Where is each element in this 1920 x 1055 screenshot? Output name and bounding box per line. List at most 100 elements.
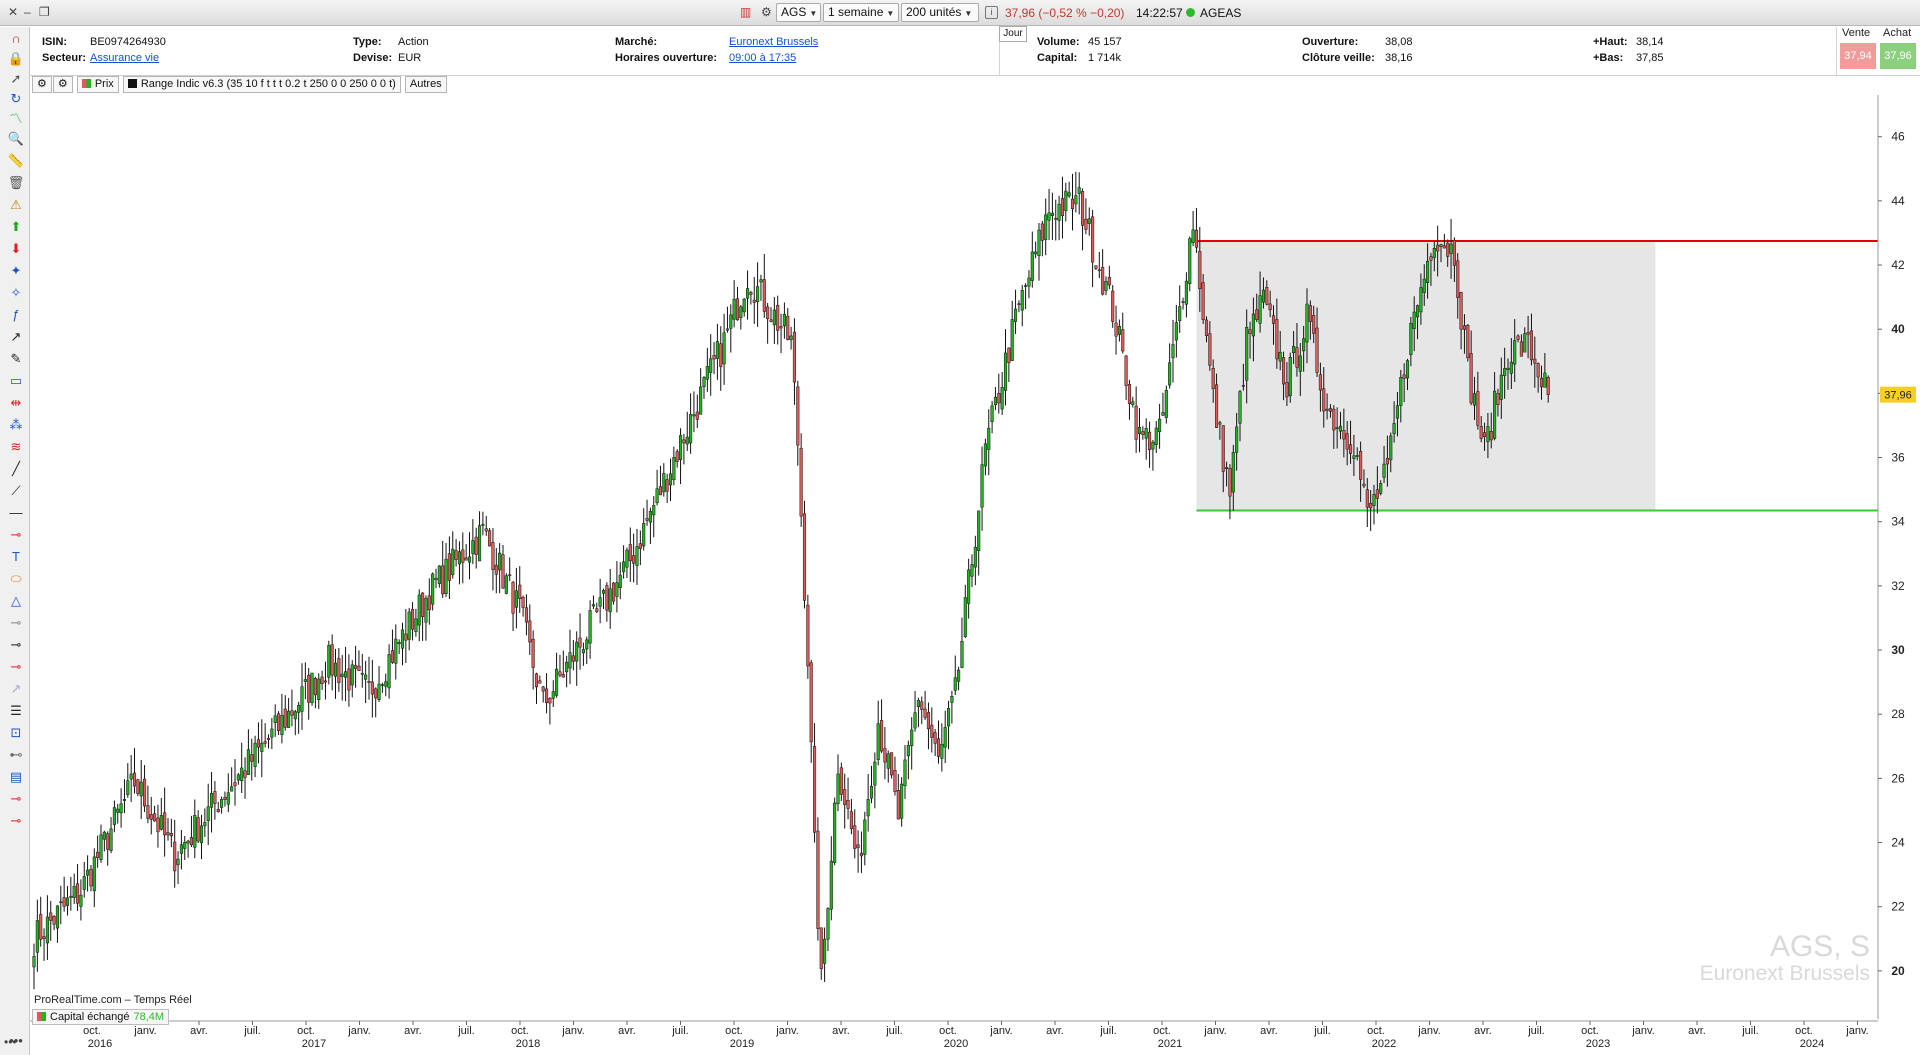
candle-up: [1395, 405, 1400, 419]
marche-link[interactable]: Euronext Brussels: [729, 36, 819, 48]
candle-up: [139, 781, 143, 797]
candle-up: [568, 652, 572, 669]
achat-label: Achat: [1883, 27, 1912, 39]
buy-arrow-icon[interactable]: ⬆: [10, 219, 22, 234]
restore-icon[interactable]: ❐: [39, 5, 50, 19]
candle-up: [340, 673, 344, 677]
candle-up: [1238, 391, 1242, 424]
candle-down: [153, 813, 157, 822]
magnet-icon[interactable]: ∩: [11, 31, 21, 46]
capital-echange-legend[interactable]: Capital échangé 78,4M: [32, 1009, 170, 1025]
y-tick-label: 40: [1891, 322, 1905, 336]
horaires-link[interactable]: 09:00 à 17:35: [729, 52, 797, 64]
candle-down: [766, 306, 770, 319]
legend-indicator[interactable]: Range Indic v6.3 (35 10 f t t t 0.2 t 25…: [122, 76, 401, 93]
candle-up: [829, 860, 833, 910]
line-icon[interactable]: ╱: [12, 461, 20, 476]
candle-up: [973, 547, 977, 568]
candle-up: [1161, 412, 1165, 416]
legend-prix[interactable]: Prix: [76, 76, 119, 93]
price-chart[interactable]: 202224262830323436384042444637,96oct.jan…: [30, 95, 1920, 1055]
legend-autres[interactable]: Autres: [404, 76, 447, 93]
box-icon[interactable]: ⊡: [10, 725, 22, 740]
ruler-icon[interactable]: 📏: [7, 153, 25, 168]
function-icon[interactable]: ƒ: [12, 307, 20, 322]
candle-down: [1365, 489, 1369, 508]
x-month-label: oct.: [1581, 1025, 1599, 1037]
candle-down: [1241, 385, 1245, 387]
candle-up: [756, 286, 760, 303]
cursor-icon[interactable]: ➚: [10, 71, 22, 86]
x-month-label: janv.: [1203, 1025, 1226, 1037]
hline-icon[interactable]: ⇹: [10, 395, 22, 410]
candle-down: [628, 544, 632, 562]
candle-up: [350, 664, 354, 686]
candle-down: [1017, 303, 1021, 305]
capital-echange-label: Capital échangé: [50, 1011, 130, 1023]
more-icon[interactable]: •••: [9, 1033, 23, 1048]
rectangle-icon[interactable]: ▭: [9, 373, 23, 388]
grid-icon[interactable]: ▤: [9, 769, 23, 784]
candle-down: [106, 833, 110, 850]
candle-down: [612, 582, 616, 602]
list-icon[interactable]: ☰: [10, 703, 22, 718]
candle-up: [424, 597, 428, 623]
candle-down: [1101, 267, 1105, 295]
trend-icon[interactable]: 〽: [9, 111, 23, 126]
ray-icon[interactable]: ⊸: [10, 527, 22, 542]
candle-up: [1104, 281, 1108, 291]
info-icon[interactable]: i: [985, 6, 998, 19]
close-icon[interactable]: ✕: [8, 5, 19, 19]
ellipse-icon[interactable]: ⬭: [10, 571, 22, 586]
candle-down: [1275, 319, 1279, 360]
candle-up: [1137, 427, 1142, 435]
target-line-icon[interactable]: ⊸: [10, 791, 22, 806]
candle-up: [1422, 278, 1426, 293]
elliott-icon[interactable]: ✧: [10, 285, 22, 300]
chart-type-icon[interactable]: ▥: [740, 5, 752, 19]
candle-up: [377, 683, 381, 700]
candle-down: [786, 315, 790, 340]
rotate-icon[interactable]: ↻: [10, 91, 22, 106]
candle-down: [1228, 467, 1232, 497]
red-line-icon[interactable]: ⊸: [10, 659, 22, 674]
segment-icon[interactable]: ⟋: [11, 483, 21, 498]
channel-icon[interactable]: ≋: [10, 439, 22, 454]
settings-icon[interactable]: ⚙: [32, 76, 52, 93]
alert-icon[interactable]: ⚠: [10, 197, 22, 212]
buy-button[interactable]: 37,96: [1880, 43, 1916, 69]
candle-up: [699, 386, 703, 415]
pencil-icon[interactable]: ✎: [10, 351, 22, 366]
link-icon[interactable]: ⊷: [9, 747, 23, 762]
stop-line-icon[interactable]: ⊸: [10, 813, 22, 828]
dash-line-icon[interactable]: ⊸: [10, 615, 22, 630]
fibonacci-icon[interactable]: ✦: [10, 263, 22, 278]
trash-icon[interactable]: 🗑: [7, 175, 25, 190]
pattern-icon[interactable]: ⁂: [9, 417, 23, 432]
triangle-icon[interactable]: △: [11, 593, 21, 608]
units-select[interactable]: 200 unités ▼: [901, 3, 979, 22]
arrow-line-icon[interactable]: ↗: [10, 329, 22, 344]
lock-icon[interactable]: 🔒: [7, 51, 25, 66]
zoom-icon[interactable]: 🔍: [7, 131, 25, 146]
sell-arrow-icon[interactable]: ⬇: [10, 241, 22, 256]
jour-tab[interactable]: Jour: [999, 26, 1027, 42]
candle-down: [283, 708, 287, 728]
arrow-icon[interactable]: ↗: [10, 681, 22, 696]
candle-down: [277, 713, 281, 731]
sell-button[interactable]: 37,94: [1840, 43, 1876, 69]
timeframe-select[interactable]: 1 semaine ▼: [823, 3, 899, 22]
text-icon[interactable]: T: [12, 549, 20, 564]
more-icon[interactable]: •••: [4, 1035, 17, 1049]
settings-icon[interactable]: ⚙: [761, 5, 772, 19]
point-line-icon[interactable]: ⊸: [10, 637, 22, 652]
settings-icon[interactable]: ⚙: [52, 76, 73, 93]
symbol-select[interactable]: AGS ▼: [776, 3, 821, 22]
horizontal-line-icon[interactable]: —: [9, 505, 23, 520]
candle-up: [772, 309, 776, 326]
candle-up: [1047, 212, 1051, 221]
minimize-icon[interactable]: –: [24, 5, 31, 19]
candle-up: [672, 457, 676, 481]
secteur-link[interactable]: Assurance vie: [90, 52, 160, 64]
candle-up: [1258, 295, 1262, 324]
